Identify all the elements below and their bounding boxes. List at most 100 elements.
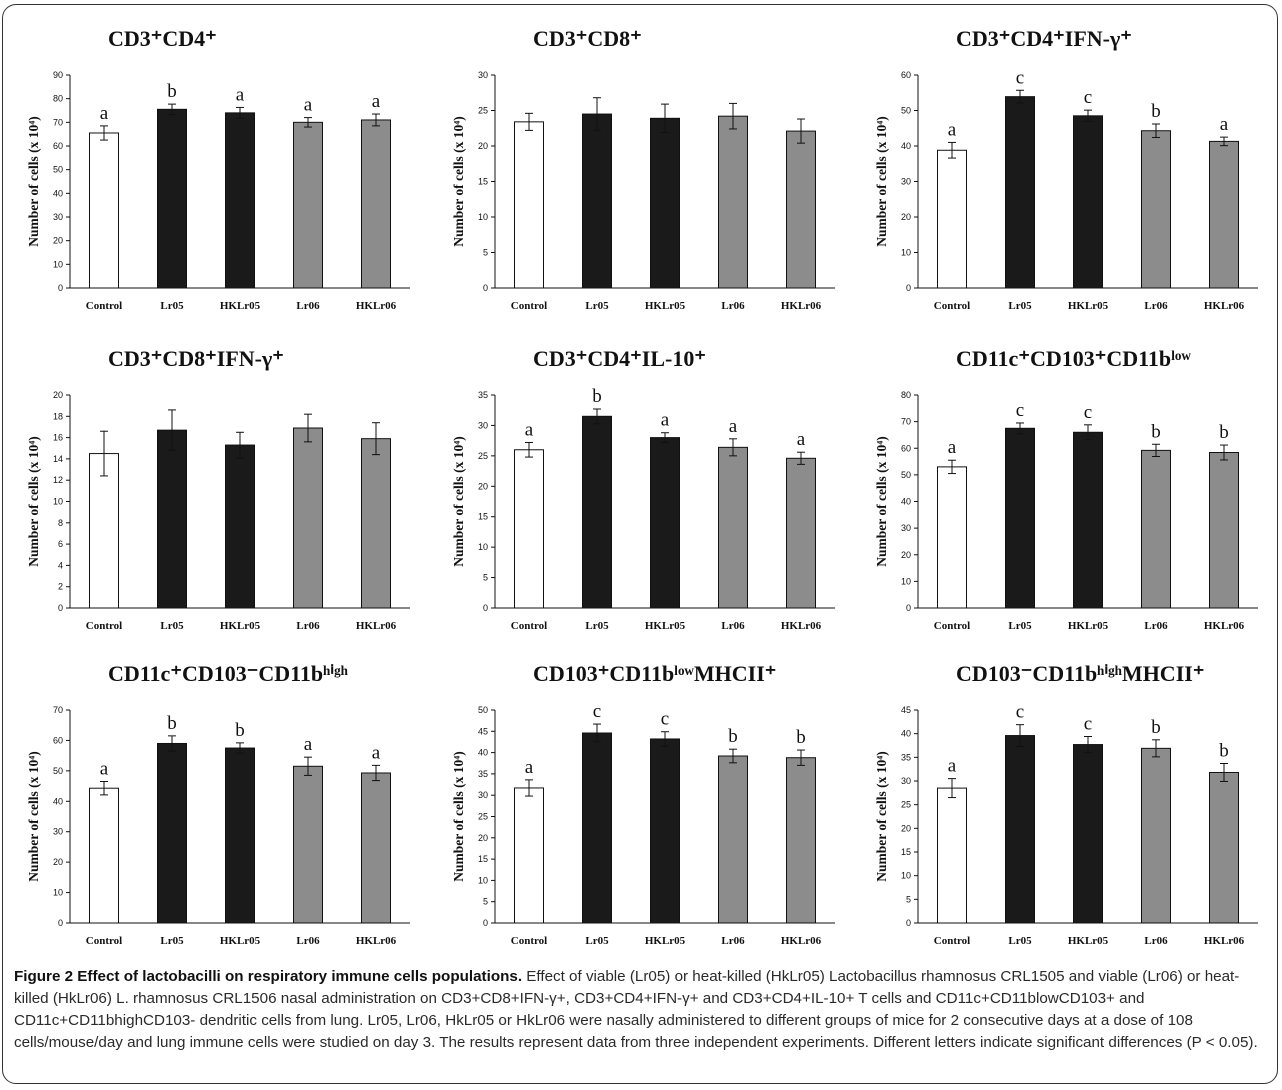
y-tick-label: 5 [483,248,488,258]
bar-control [514,121,544,289]
x-tick-label: Lr05 [1008,300,1032,312]
bar-lr06 [718,446,748,609]
significance-letter: c [1084,402,1092,423]
x-tick-label: Control [86,300,122,312]
x-tick-label: HKLr06 [356,935,397,947]
x-tick-label: Control [934,935,970,947]
chart-title: CD3⁺CD4⁺IL-10⁺ [533,346,706,371]
x-tick-label: Lr06 [296,935,320,947]
y-tick-label: 50 [53,165,63,175]
chart-title: CD3⁺CD8⁺IFN-γ⁺ [108,346,284,371]
chart-title: CD3⁺CD4⁺ [108,26,217,51]
y-tick-label: 40 [901,497,911,507]
bar-lr05 [157,108,187,289]
y-tick-label: 40 [478,748,488,758]
y-axis-label: Number of cells (x 10⁴) [874,436,889,567]
bar-hklr06 [1209,452,1239,609]
y-tick-label: 20 [901,823,911,833]
significance-letter: a [661,410,670,431]
y-tick-label: 30 [901,776,911,786]
significance-letter: a [372,91,381,112]
bar-hklr06 [1209,140,1239,289]
bar-lr06 [1141,130,1171,289]
y-axis-label: Number of cells (x 10⁴) [874,751,889,882]
x-tick-label: HKLr06 [1204,935,1245,947]
y-tick-label: 30 [901,523,911,533]
chart-title: CD103⁺CD11bˡᵒʷMHCII⁺ [533,661,776,686]
figure-caption: Figure 2 Effect of lactobacilli on respi… [14,966,1269,1054]
y-tick-label: 5 [483,573,488,583]
y-tick-label: 10 [901,248,911,258]
x-tick-label: Control [86,620,122,632]
significance-letter: a [525,757,534,778]
chart-panel-8: CD103⁺CD11bˡᵒʷMHCII⁺ Number of cells (x 1… [451,661,835,947]
significance-letter: c [1016,702,1024,723]
bar-lr06 [1141,747,1171,924]
y-tick-label: 10 [478,542,488,552]
bar-control [89,787,119,924]
chart-panel-6: CD11c⁺CD103⁺CD11bˡᵒʷ Number of cells (x 1… [874,346,1258,632]
bar-hklr05 [1073,744,1103,924]
y-tick-label: 0 [906,918,911,928]
y-tick-label: 60 [53,735,63,745]
chart-title: CD3⁺CD4⁺IFN-γ⁺ [956,26,1132,51]
x-tick-label: Lr05 [160,935,184,947]
bar-hklr05 [650,117,680,289]
bar-lr05 [157,429,187,609]
bar-hklr05 [650,437,680,609]
y-tick-label: 50 [53,766,63,776]
y-tick-label: 50 [901,470,911,480]
chart-title: CD3⁺CD8⁺ [533,26,642,51]
bar-lr06 [718,115,748,289]
significance-letter: c [1016,67,1024,88]
y-tick-label: 30 [53,827,63,837]
x-tick-label: Lr06 [1144,620,1168,632]
y-tick-label: 20 [53,390,63,400]
y-tick-label: 25 [478,812,488,822]
significance-letter: a [948,437,957,458]
y-tick-label: 30 [901,177,911,187]
y-tick-label: 50 [478,705,488,715]
y-tick-label: 20 [901,550,911,560]
x-tick-label: HKLr05 [645,935,686,947]
x-tick-label: Lr06 [296,620,320,632]
significance-letter: c [1084,87,1092,108]
y-tick-label: 25 [478,106,488,116]
x-tick-label: HKLr05 [1068,300,1109,312]
y-tick-label: 90 [53,70,63,80]
y-tick-label: 12 [53,475,63,485]
y-tick-label: 80 [901,390,911,400]
x-tick-label: Control [511,300,547,312]
y-tick-label: 30 [53,212,63,222]
y-tick-label: 35 [478,769,488,779]
x-tick-label: HKLr05 [220,935,261,947]
x-tick-label: Control [934,620,970,632]
x-tick-label: Lr06 [721,620,745,632]
y-tick-label: 40 [53,188,63,198]
y-tick-label: 10 [901,576,911,586]
significance-letter: a [948,756,957,777]
y-tick-label: 60 [901,70,911,80]
y-tick-label: 14 [53,454,63,464]
x-tick-label: HKLr06 [356,300,397,312]
significance-letter: c [661,709,669,730]
caption-title: Figure 2 Effect of lactobacilli on respi… [14,968,523,985]
bar-hklr06 [361,438,391,609]
y-tick-label: 20 [53,857,63,867]
bar-lr06 [293,427,323,609]
y-tick-label: 50 [901,106,911,116]
bar-control [937,466,967,609]
bar-hklr06 [786,757,816,924]
significance-letter: b [235,720,245,741]
significance-letter: c [1084,714,1092,735]
x-tick-label: HKLr06 [781,935,822,947]
x-tick-label: HKLr05 [220,620,261,632]
y-tick-label: 0 [483,603,488,613]
y-tick-label: 40 [901,141,911,151]
y-tick-label: 70 [901,417,911,427]
y-tick-label: 15 [478,854,488,864]
y-axis-label: Number of cells (x 10⁴) [26,436,41,567]
x-tick-label: Lr06 [721,935,745,947]
bar-hklr06 [786,457,816,609]
bar-lr05 [582,415,612,609]
